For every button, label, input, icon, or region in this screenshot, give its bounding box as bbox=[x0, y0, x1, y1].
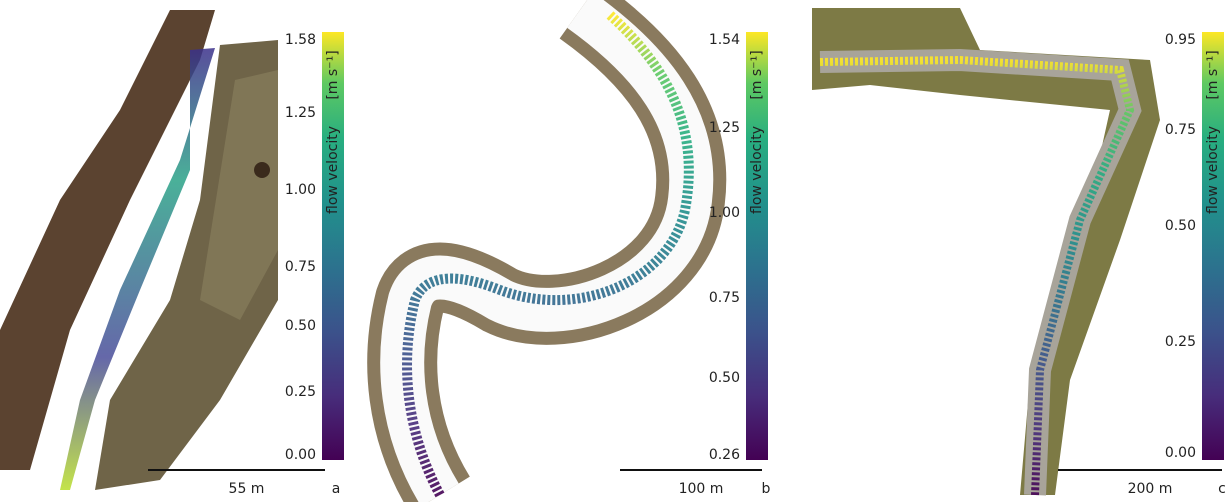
colorbar-tick-label: 1.25 bbox=[285, 105, 316, 121]
aerial-image-a bbox=[0, 10, 278, 490]
colorbar-tick-label: 0.75 bbox=[285, 259, 316, 275]
colorbar-tick-label: 0.25 bbox=[1165, 334, 1196, 350]
colorbar-tick-label: 0.26 bbox=[709, 447, 740, 463]
scale-bar-label: 55 m bbox=[229, 481, 265, 497]
panel-letter: a bbox=[332, 481, 341, 497]
scale-bar-label: 200 m bbox=[1128, 481, 1173, 497]
colorbar-tick-label: 1.00 bbox=[709, 205, 740, 221]
colorbar-unit: [m s⁻¹] bbox=[325, 50, 341, 99]
colorbar-label: flow velocity bbox=[325, 126, 341, 214]
colorbar-tick-label: 0.50 bbox=[709, 370, 740, 386]
colorbar-tick-label: 1.00 bbox=[285, 182, 316, 198]
colorbar-tick-label: 1.25 bbox=[709, 120, 740, 136]
colorbar-tick-label: 1.58 bbox=[285, 32, 316, 48]
colorbar-tick-label: 1.54 bbox=[709, 32, 740, 48]
colorbar-label: flow velocity bbox=[749, 126, 765, 214]
colorbar-unit: [m s⁻¹] bbox=[749, 50, 765, 99]
colorbar-unit: [m s⁻¹] bbox=[1205, 50, 1221, 99]
colorbar-tick-label: 0.00 bbox=[1165, 445, 1196, 461]
colorbar-tick-label: 0.50 bbox=[1165, 218, 1196, 234]
colorbar-label: flow velocity bbox=[1205, 126, 1221, 214]
colorbar-tick-label: 0.00 bbox=[285, 447, 316, 463]
colorbar-tick-label: 0.50 bbox=[285, 318, 316, 334]
aerial-image-c bbox=[812, 8, 1160, 495]
scale-bar-label: 100 m bbox=[679, 481, 724, 497]
colorbar-tick-label: 0.75 bbox=[709, 290, 740, 306]
colorbar-tick-label: 0.75 bbox=[1165, 122, 1196, 138]
colorbar-tick-label: 0.25 bbox=[285, 384, 316, 400]
figure: 1.58 1.25 1.00 0.75 0.50 0.25 0.00 flow velocit… bbox=[0, 0, 1232, 502]
aerial-image-b bbox=[402, 10, 691, 495]
panel-letter: c bbox=[1218, 481, 1226, 497]
colorbar-tick-label: 0.95 bbox=[1165, 32, 1196, 48]
panel-letter: b bbox=[762, 481, 771, 497]
